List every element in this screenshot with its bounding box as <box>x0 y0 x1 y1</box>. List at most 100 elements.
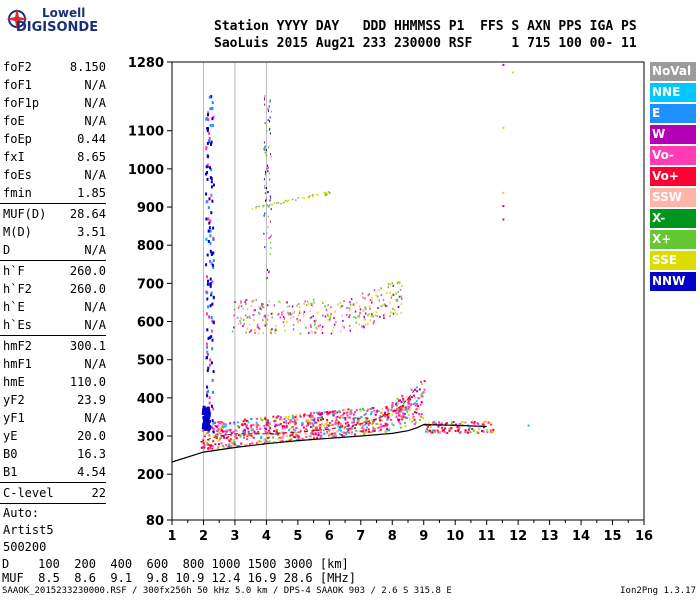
echo-point <box>401 408 404 411</box>
echo-point <box>464 431 467 433</box>
echo-point <box>365 419 368 421</box>
echo-point <box>291 198 294 201</box>
echo-point <box>238 305 241 307</box>
echo-point <box>267 433 270 436</box>
echo-point <box>278 423 281 426</box>
echo-point <box>413 418 416 421</box>
echo-point <box>204 424 207 428</box>
echo-point <box>203 444 206 447</box>
echo-point <box>326 418 329 421</box>
echo-point <box>260 308 263 311</box>
echo-point <box>219 432 222 435</box>
echo-point <box>328 411 331 414</box>
echo-point <box>378 299 380 302</box>
param-name: M(D) <box>3 225 32 239</box>
echo-point <box>427 425 429 428</box>
echo-point <box>274 329 277 332</box>
echo-point <box>404 422 406 424</box>
echo-point <box>310 412 313 415</box>
echo-point <box>235 437 238 440</box>
echo-point <box>395 416 398 419</box>
echo-point <box>245 331 247 334</box>
echo-point <box>253 430 256 433</box>
echo-point <box>212 430 215 434</box>
echo-point <box>448 427 451 430</box>
echo-point <box>486 431 489 434</box>
echo-point <box>400 415 403 418</box>
echo-point <box>207 305 210 309</box>
echo-point <box>254 329 256 331</box>
echo-point <box>414 388 417 391</box>
echo-point <box>208 197 211 201</box>
echo-point <box>286 320 288 323</box>
echo-point <box>209 304 212 308</box>
echo-point <box>265 440 268 443</box>
echo-point <box>313 412 316 414</box>
echo-point <box>206 427 210 431</box>
echo-point <box>334 410 337 413</box>
echo-point <box>492 431 495 434</box>
param-name: hmF1 <box>3 357 32 371</box>
echo-point <box>414 404 417 407</box>
echo-point <box>473 422 476 425</box>
echo-point <box>434 421 437 424</box>
echo-point <box>483 426 485 429</box>
echo-point <box>212 236 215 240</box>
echo-point <box>378 289 381 292</box>
echo-point <box>206 345 209 349</box>
echo-point <box>363 326 365 329</box>
echo-point <box>266 277 268 280</box>
echo-point <box>441 426 444 429</box>
echo-point <box>348 324 351 327</box>
echo-point <box>218 421 221 423</box>
echo-point <box>386 292 388 295</box>
echo-point <box>361 292 364 295</box>
echo-point <box>206 171 208 175</box>
echo-point <box>224 433 227 436</box>
param-row: yE 20.0 <box>0 427 112 445</box>
echo-point <box>391 406 393 409</box>
echo-point <box>232 430 235 433</box>
echo-point <box>265 170 266 173</box>
echo-point <box>299 332 302 335</box>
echo-point <box>353 419 355 422</box>
echo-point <box>343 426 346 429</box>
echo-point <box>396 313 398 316</box>
echo-point <box>381 425 384 428</box>
echo-point <box>432 420 435 423</box>
echo-point <box>211 199 214 203</box>
echo-point <box>399 408 402 411</box>
echo-point <box>224 424 227 427</box>
echo-point <box>348 431 351 434</box>
echo-point <box>360 430 363 433</box>
echo-point <box>211 302 214 306</box>
echo-point <box>308 416 311 418</box>
echo-point <box>296 435 299 438</box>
x-tick-label: 8 <box>388 529 397 544</box>
echo-point <box>328 191 330 193</box>
echo-point <box>222 435 225 438</box>
param-row: B0 16.3 <box>0 445 112 463</box>
echo-point <box>480 430 483 433</box>
echo-point <box>268 300 270 303</box>
param-row: fxI 8.65 <box>0 148 112 166</box>
echo-point <box>376 411 378 414</box>
echo-point <box>206 282 209 286</box>
echo-point <box>206 420 210 424</box>
echo-point <box>288 305 291 308</box>
echo-point <box>264 95 266 98</box>
echo-point <box>312 298 315 301</box>
echo-point <box>305 304 308 307</box>
echo-point <box>202 425 205 429</box>
echo-point <box>355 316 357 319</box>
echo-point <box>379 315 381 318</box>
echo-point <box>211 101 214 105</box>
echo-point <box>273 304 276 307</box>
echo-point <box>418 388 421 391</box>
echo-point <box>286 301 288 304</box>
echo-point <box>283 421 286 424</box>
echo-point <box>208 363 211 367</box>
echo-point <box>244 301 246 303</box>
echo-point <box>301 421 304 424</box>
echo-point <box>309 418 312 421</box>
